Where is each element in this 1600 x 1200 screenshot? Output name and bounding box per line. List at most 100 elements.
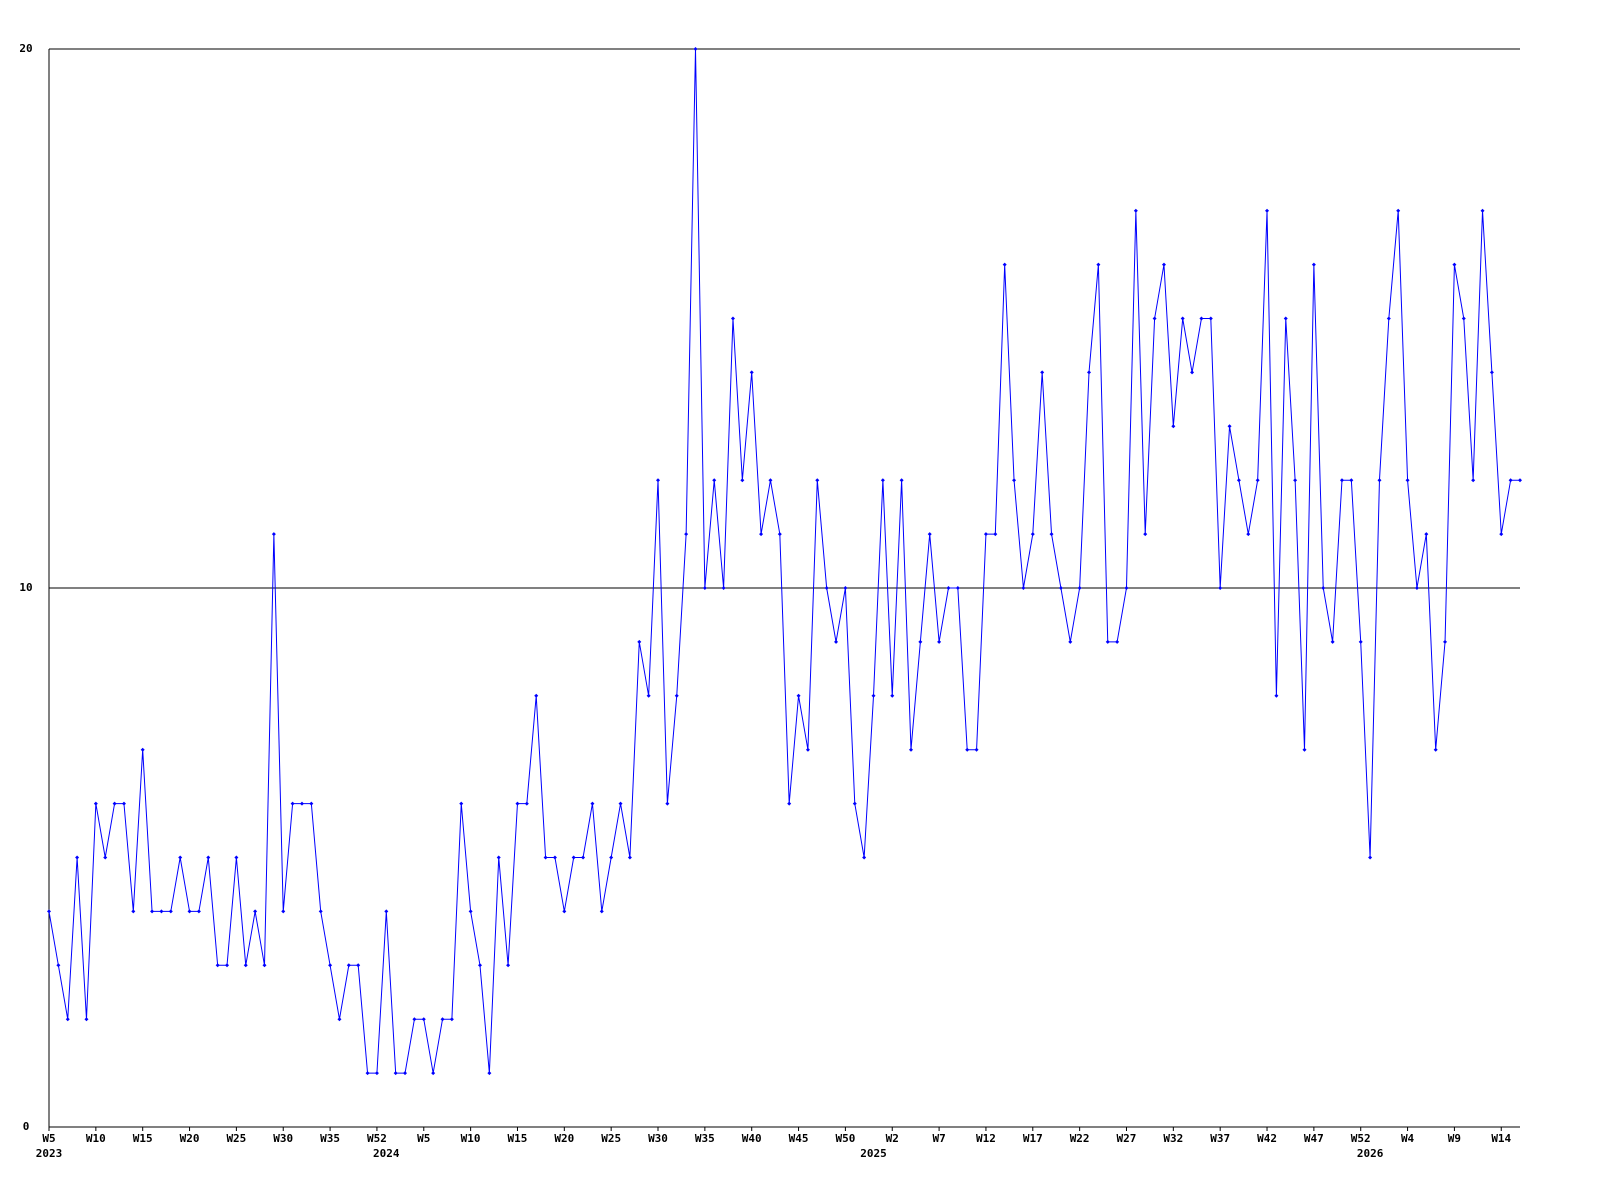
point-marker — [84, 1017, 89, 1022]
x-tick-label: W52 — [1351, 1132, 1371, 1145]
point-marker — [777, 532, 782, 537]
point-marker — [56, 963, 61, 968]
point-marker — [477, 963, 482, 968]
point-marker — [1274, 693, 1279, 698]
point-marker — [899, 478, 904, 483]
point-marker — [1068, 639, 1073, 644]
point-marker — [1414, 586, 1419, 590]
point-marker — [730, 316, 735, 321]
x-tick-label: W22 — [1070, 1132, 1090, 1145]
x-tick-label: W15 — [133, 1132, 153, 1145]
point-marker — [374, 1071, 379, 1076]
point-marker — [449, 1017, 454, 1022]
point-marker — [1199, 316, 1204, 321]
x-tick-label: W10 — [461, 1132, 481, 1145]
point-marker — [1236, 478, 1241, 483]
x-tick-label: W42 — [1257, 1132, 1277, 1145]
point-marker — [627, 855, 632, 860]
point-marker — [796, 693, 801, 698]
x-tick-label: W20 — [554, 1132, 574, 1145]
point-marker — [281, 909, 286, 914]
point-marker — [1321, 586, 1326, 590]
point-marker — [768, 478, 773, 483]
x-tick-label: W27 — [1117, 1132, 1137, 1145]
point-marker — [159, 909, 164, 914]
x-tick-label: W10 — [86, 1132, 106, 1145]
point-marker — [1115, 639, 1120, 644]
point-marker — [1021, 586, 1026, 590]
point-marker — [787, 801, 792, 806]
point-marker — [665, 801, 670, 806]
point-marker — [1489, 370, 1494, 375]
point-marker — [403, 1071, 408, 1076]
point-marker — [1227, 424, 1232, 429]
point-marker — [112, 801, 117, 806]
point-marker — [1040, 370, 1045, 375]
point-marker — [412, 1017, 417, 1022]
point-marker — [1499, 532, 1504, 537]
point-marker — [1518, 478, 1522, 483]
point-marker — [721, 586, 726, 590]
point-marker — [1386, 316, 1391, 321]
x-tick-label: W12 — [976, 1132, 996, 1145]
point-marker — [534, 693, 539, 698]
point-marker — [749, 370, 754, 375]
point-marker — [168, 909, 173, 914]
point-marker — [253, 909, 258, 914]
point-marker — [459, 801, 464, 806]
point-marker — [974, 747, 979, 752]
point-marker — [965, 747, 970, 752]
point-marker — [1452, 262, 1457, 267]
point-marker — [47, 909, 51, 914]
point-marker — [927, 532, 932, 537]
point-marker — [1265, 208, 1270, 213]
point-marker — [1058, 586, 1063, 590]
x-tick-label: W2 — [886, 1132, 899, 1145]
point-marker — [225, 963, 230, 968]
point-marker — [1349, 478, 1354, 483]
point-marker — [215, 963, 220, 968]
point-marker — [365, 1071, 370, 1076]
point-marker — [1283, 316, 1288, 321]
point-marker — [1218, 586, 1223, 590]
point-marker — [393, 1071, 398, 1076]
point-marker — [1443, 639, 1448, 644]
point-marker — [1508, 478, 1513, 483]
point-marker — [1152, 316, 1157, 321]
point-marker — [196, 909, 201, 914]
point-marker — [468, 909, 473, 914]
point-marker — [506, 963, 511, 968]
point-marker — [1161, 262, 1166, 267]
point-marker — [1330, 639, 1335, 644]
x-tick-label: W20 — [180, 1132, 200, 1145]
point-marker — [243, 963, 248, 968]
point-marker — [890, 693, 895, 698]
series-line — [48, 48, 1520, 1074]
point-marker — [337, 1017, 342, 1022]
point-marker — [1096, 262, 1101, 267]
point-marker — [1424, 532, 1429, 537]
point-marker — [1302, 747, 1307, 752]
point-marker — [834, 639, 839, 644]
point-marker — [852, 801, 857, 806]
point-marker — [908, 747, 913, 752]
point-marker — [1133, 208, 1138, 213]
point-marker — [524, 801, 529, 806]
point-marker — [356, 963, 361, 968]
point-marker — [543, 855, 548, 860]
point-marker — [1208, 316, 1213, 321]
point-marker — [187, 909, 192, 914]
point-marker — [581, 855, 586, 860]
point-marker — [234, 855, 239, 860]
y-tick-label: 0 — [23, 1120, 30, 1133]
point-marker — [1049, 532, 1054, 537]
x-tick-label: W25 — [601, 1132, 621, 1145]
point-marker — [1143, 532, 1148, 537]
x-tick-label: W40 — [742, 1132, 762, 1145]
point-marker — [552, 855, 557, 860]
point-marker — [1190, 370, 1195, 375]
point-marker — [1124, 586, 1129, 590]
x-tick-label: W37 — [1210, 1132, 1230, 1145]
